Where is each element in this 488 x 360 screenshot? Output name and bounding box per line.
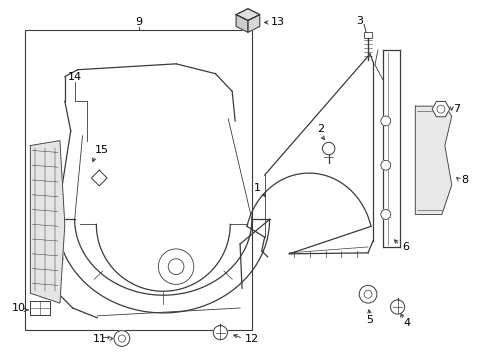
Circle shape [359,285,376,303]
Text: 6: 6 [401,242,408,252]
Circle shape [380,116,390,126]
Text: 9: 9 [135,18,142,27]
Text: 7: 7 [452,104,459,114]
Circle shape [390,300,404,314]
Circle shape [380,210,390,219]
Polygon shape [91,170,107,186]
Polygon shape [30,301,50,315]
Polygon shape [414,106,451,215]
Text: 8: 8 [460,175,467,185]
Circle shape [114,330,129,346]
Text: 12: 12 [244,333,259,343]
Polygon shape [247,15,259,32]
Text: 3: 3 [356,15,363,26]
Text: 4: 4 [403,318,410,328]
Text: →: → [102,333,110,343]
Text: 15: 15 [95,145,109,156]
Circle shape [380,160,390,170]
Polygon shape [30,141,65,303]
Text: 5: 5 [366,315,373,325]
Text: 2: 2 [317,124,324,134]
Text: 14: 14 [67,72,81,82]
Circle shape [322,142,334,155]
Polygon shape [431,102,449,117]
Text: 13: 13 [270,18,284,27]
Bar [364,32,371,38]
Bar [25,30,251,330]
Polygon shape [236,9,259,21]
Text: 10: 10 [12,303,25,313]
Text: 1: 1 [254,183,261,193]
Text: 11: 11 [93,333,107,343]
Polygon shape [236,15,247,32]
Circle shape [213,325,227,340]
